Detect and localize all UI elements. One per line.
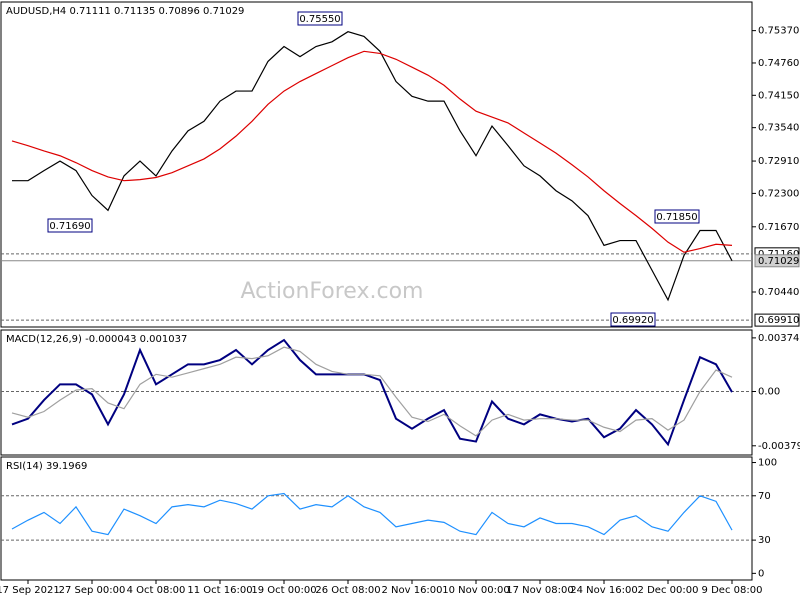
level-label: 0.69910 [758, 315, 799, 326]
panel-title: RSI(14) 39.1969 [6, 461, 87, 472]
y-tick-label: 0.75370 [758, 26, 799, 37]
annotation-box [297, 11, 343, 26]
y-tick-label: 0 [758, 568, 764, 579]
series-line [11, 50, 733, 253]
x-tick-label: 11 Oct 16:00 [187, 585, 252, 596]
last-price-box [754, 254, 800, 268]
annotation: 0.75550 [299, 14, 340, 25]
y-tick-label: 70 [758, 491, 771, 502]
panel-title: MACD(12,26,9) -0.000043 0.001037 [6, 334, 187, 345]
x-tick-label: 27 Sep 00:00 [59, 585, 126, 596]
y-tick-label: 0.73540 [758, 123, 799, 134]
x-tick-label: 19 Oct 00:00 [251, 585, 316, 596]
panel [0, 329, 753, 456]
y-tick-label: 0.74760 [758, 58, 799, 69]
annotation: 0.71690 [49, 221, 90, 232]
panel-title: AUDUSD,H4 0.71111 0.71135 0.70896 0.7102… [6, 6, 244, 17]
x-tick-label: 17 Sep 2021 [0, 585, 60, 596]
y-tick-label: 30 [758, 535, 771, 546]
y-tick-label: 0.00 [758, 386, 780, 397]
y-tick-label: 0.71670 [758, 222, 799, 233]
y-tick-label: 0.74150 [758, 90, 799, 101]
series-line [11, 338, 733, 447]
y-tick-label: 0.70440 [758, 287, 799, 298]
y-tick-label: -0.003796 [758, 441, 800, 452]
x-tick-label: 4 Oct 08:00 [127, 585, 186, 596]
panel [0, 1, 753, 328]
series-line [12, 31, 733, 302]
series-line [11, 492, 733, 536]
series-line [11, 346, 733, 437]
y-tick-label: 0.003749 [758, 333, 800, 344]
annotation-box [610, 312, 656, 327]
watermark: ActionForex.com [241, 279, 424, 304]
x-tick-label: 2 Nov 16:00 [381, 585, 442, 596]
annotation-box [654, 209, 700, 224]
x-tick-label: 17 Nov 08:00 [506, 585, 573, 596]
x-tick-label: 10 Nov 00:00 [442, 585, 509, 596]
panel [0, 456, 753, 581]
level-label-box [754, 313, 800, 327]
x-tick-label: 2 Dec 00:00 [638, 585, 699, 596]
annotation: 0.69920 [612, 315, 653, 326]
x-tick-label: 9 Dec 08:00 [702, 585, 763, 596]
last-price-label: 0.71029 [758, 256, 799, 267]
y-tick-label: 0.72910 [758, 156, 799, 167]
annotation-box [47, 218, 93, 233]
x-tick-label: 26 Oct 08:00 [315, 585, 380, 596]
annotation: 0.71850 [656, 212, 697, 223]
y-tick-label: 0.72300 [758, 188, 799, 199]
y-tick-label: 100 [758, 458, 777, 469]
x-tick-label: 24 Nov 16:00 [570, 585, 637, 596]
